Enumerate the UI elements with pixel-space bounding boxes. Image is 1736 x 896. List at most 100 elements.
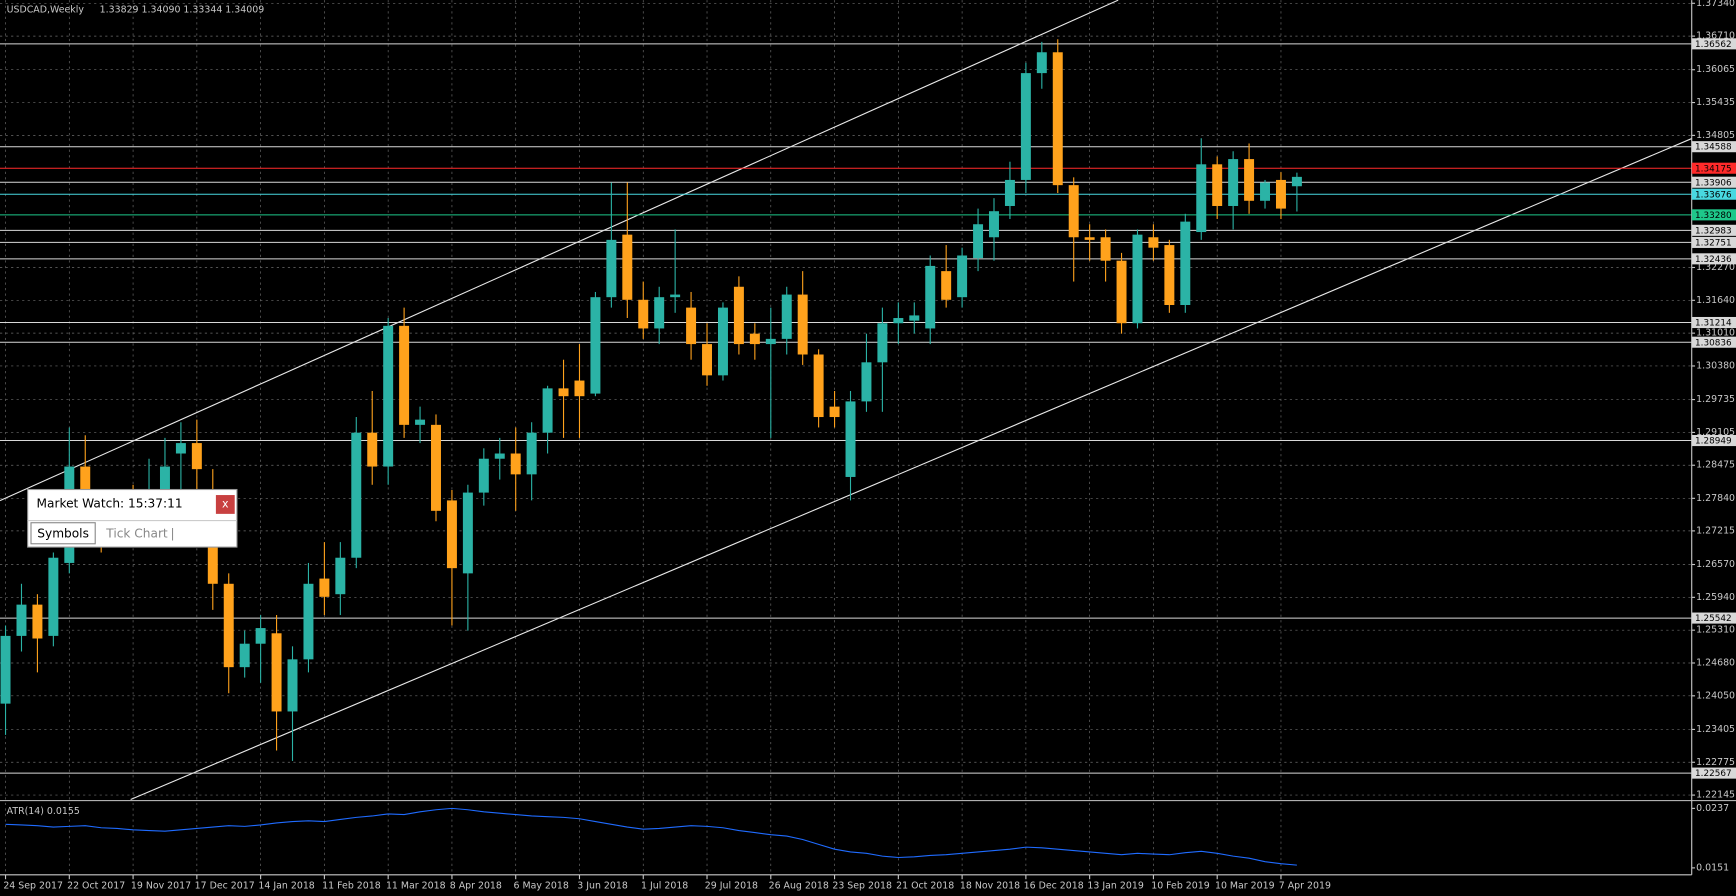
x-tick-label: 7 Apr 2019	[1279, 880, 1331, 891]
candle-body	[670, 294, 681, 298]
candle-body	[1052, 52, 1063, 186]
level-label: 1.33676	[1695, 190, 1732, 200]
level-box	[1691, 209, 1736, 221]
candle-body	[590, 297, 601, 394]
candle-body	[893, 318, 904, 324]
candle-body	[749, 333, 760, 345]
candle-body	[1212, 164, 1223, 206]
candle-body	[638, 299, 649, 329]
close-icon[interactable]: x	[222, 497, 229, 510]
y-tick-label: 1.24050	[1696, 690, 1735, 701]
level-box	[1691, 435, 1736, 447]
candle-body	[1116, 260, 1127, 324]
candle-body	[957, 255, 968, 298]
tab-symbols[interactable]: Symbols	[37, 526, 89, 540]
level-box	[1691, 176, 1736, 188]
y-tick-label: 1.27840	[1696, 493, 1735, 504]
candle-body	[654, 297, 665, 329]
candle-body	[0, 635, 11, 704]
y-tick-label: 1.28475	[1696, 460, 1735, 471]
candle-body	[606, 239, 617, 298]
candle-body	[813, 354, 824, 418]
y-tick-label: 0.0237	[1696, 803, 1729, 814]
x-tick-label: 10 Feb 2019	[1151, 880, 1210, 891]
y-tick-label: 1.24680	[1696, 657, 1735, 668]
candle-body	[717, 307, 728, 376]
level-box	[1691, 188, 1736, 200]
y-tick-label: 1.26570	[1696, 559, 1735, 570]
level-label: 1.32983	[1695, 226, 1732, 236]
y-tick-label: 1.23405	[1696, 724, 1735, 735]
candle-body	[446, 500, 457, 569]
x-tick-label: 6 May 2018	[513, 880, 568, 891]
candle-body	[973, 224, 984, 259]
x-tick-label: 26 Aug 2018	[769, 880, 829, 891]
candle-body	[542, 388, 553, 433]
level-label: 1.36562	[1695, 40, 1732, 50]
candle-body	[32, 604, 43, 639]
candle-body	[1132, 234, 1143, 324]
level-label: 1.30836	[1695, 338, 1732, 348]
y-tick-label: 1.31010	[1696, 328, 1735, 339]
y-tick-label: 1.36710	[1696, 31, 1735, 42]
candle-body	[1100, 237, 1111, 261]
tab-tick-chart[interactable]: Tick Chart	[105, 526, 168, 540]
candle-body	[574, 380, 585, 397]
y-tick-label: 1.22145	[1696, 790, 1735, 801]
candle-body	[765, 338, 776, 345]
level-label: 1.31214	[1695, 319, 1732, 329]
tab-active[interactable]	[30, 522, 96, 545]
candle-body	[367, 432, 378, 467]
close-button[interactable]	[215, 495, 235, 514]
y-tick-label: 1.30380	[1696, 360, 1735, 371]
y-tick-label: 1.34805	[1696, 130, 1735, 141]
level-label: 1.34588	[1695, 143, 1732, 153]
level-box	[1691, 316, 1736, 329]
candle-body	[1020, 73, 1031, 180]
level-box	[1691, 336, 1736, 348]
level-box	[1691, 224, 1736, 236]
level-box	[1691, 38, 1736, 50]
candle-body	[1148, 237, 1159, 248]
x-tick-label: 3 Jun 2018	[577, 880, 628, 891]
candle-body	[1228, 159, 1239, 206]
y-tick-label: 1.31640	[1696, 295, 1735, 306]
candle-body	[909, 315, 920, 321]
candle-body	[941, 271, 952, 300]
ohlc-readout: 1.33829 1.34090 1.33344 1.34009	[100, 5, 265, 16]
x-tick-label: 1 Jul 2018	[641, 880, 688, 891]
y-tick-label: 1.27215	[1696, 525, 1735, 536]
symbol-title: USDCAD,Weekly	[7, 5, 85, 16]
level-label: 1.32751	[1695, 238, 1732, 248]
level-label: 1.32436	[1695, 255, 1732, 265]
level-label: 1.22567	[1695, 769, 1732, 779]
x-tick-label: 24 Sep 2017	[3, 880, 63, 891]
candle-body	[1084, 237, 1095, 240]
candle-body	[829, 406, 840, 418]
atr-line	[5, 807, 1297, 866]
x-tick-label: 17 Dec 2017	[195, 880, 255, 891]
candle-body	[1180, 221, 1191, 306]
level-box	[1691, 767, 1736, 779]
candle-body	[415, 419, 426, 425]
y-tick-label: 1.29105	[1696, 427, 1735, 438]
y-tick-label: 1.35435	[1696, 97, 1735, 108]
candle-body	[845, 401, 856, 477]
candle-body	[159, 466, 170, 490]
level-label: 1.34175	[1695, 164, 1732, 174]
y-tick-label: 1.32270	[1696, 262, 1735, 273]
candle-body	[175, 443, 186, 454]
candle-body	[702, 344, 713, 376]
level-box	[1691, 253, 1736, 265]
x-tick-label: 13 Jan 2019	[1087, 880, 1143, 891]
x-tick-label: 22 Oct 2017	[67, 880, 125, 891]
atr-panel: 0.0237 0.0151	[5, 803, 1729, 873]
x-tick-label: 16 Dec 2018	[1024, 880, 1084, 891]
candle-body	[1291, 176, 1302, 187]
candle-body	[989, 211, 999, 238]
candle-body	[925, 265, 936, 329]
candle-body	[239, 643, 250, 668]
candle-body	[399, 325, 410, 425]
candle-body	[558, 388, 569, 397]
